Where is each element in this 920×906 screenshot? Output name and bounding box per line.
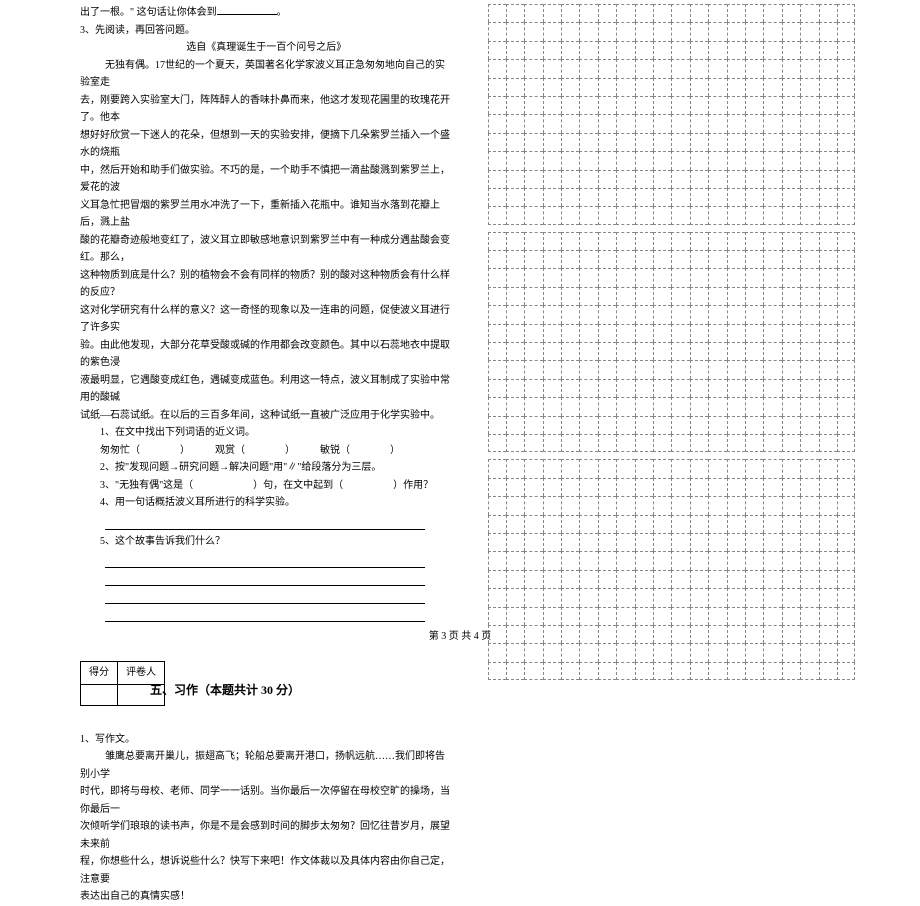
passage-title: 选自《真理诞生于一百个问号之后》	[80, 39, 453, 57]
right-column	[488, 4, 861, 906]
writing-line: 雏鹰总要离开巢儿，振翅高飞；轮船总要离开港口，扬帆远航……我们即将告别小学	[80, 748, 453, 783]
passage-line: 义耳急忙把冒烟的紫罗兰用水冲洗了一下，重新插入花瓶中。谁知当水落到花瓣上后，溅上…	[80, 197, 453, 232]
opening-line: 出了一根。" 这句话让你体会到。	[80, 4, 453, 22]
sub-q2: 2、按"发现问题→研究问题→解决问题"用"∥"给段落分为三层。	[80, 459, 453, 477]
passage-line: 验。由此他发现，大部分花草受酸或碱的作用都会改变颜色。其中以石蕊地衣中提取的紫色…	[80, 337, 453, 372]
section-title: 五、习作（本题共计 30 分）	[150, 680, 300, 701]
answer-line	[105, 553, 425, 568]
writing-q: 1、写作文。	[80, 731, 453, 749]
page-footer: 第 3 页 共 4 页	[0, 627, 920, 642]
sub-q3: 3、"无独有偶"这是（ ）句，在文中起到（ ）作用？	[80, 477, 453, 495]
passage-line: 酸的花瓣奇迹般地变红了，波义耳立即敏感地意识到紫罗兰中有一种成分遇盐酸会变红。那…	[80, 232, 453, 267]
answer-line	[105, 515, 425, 530]
passage-line: 想好好欣赏一下迷人的花朵，但想到一天的实验安排，便摘下几朵紫罗兰插入一个盛水的烧…	[80, 127, 453, 162]
sub-q1-items: 匆匆忙（ ） 观赏（ ） 敏锐（ ）	[80, 442, 453, 460]
answer-line	[105, 589, 425, 604]
q3-prompt: 3、先阅读，再回答问题。	[80, 22, 453, 40]
writing-line: 表达出自己的真情实感！	[80, 888, 453, 906]
passage-line: 去，刚要跨入实验室大门，阵阵醉人的香味扑鼻而来，他这才发现花圃里的玫瑰花开了。他…	[80, 92, 453, 127]
answer-line	[105, 571, 425, 586]
blank-underline	[217, 4, 277, 15]
answer-line	[105, 607, 425, 622]
sub-q1: 1、在文中找出下列词语的近义词。	[80, 424, 453, 442]
passage-line: 液最明显，它遇酸变成红色，遇碱变成蓝色。利用这一特点，波义耳制成了实验中常用的酸…	[80, 372, 453, 407]
sub-q5: 5、这个故事告诉我们什么？	[80, 533, 453, 551]
score-header: 得分	[81, 662, 118, 685]
left-column: 出了一根。" 这句话让你体会到。 3、先阅读，再回答问题。 选自《真理诞生于一百…	[80, 4, 453, 906]
writing-line: 次倾听学们琅琅的读书声，你是不是会感到时间的脚步太匆匆？回忆往昔岁月，展望未来前	[80, 818, 453, 853]
passage-line: 这对化学研究有什么样的意义？这一奇怪的现象以及一连串的问题，促使波义耳进行了许多…	[80, 302, 453, 337]
passage-line: 这种物质到底是什么？别的植物会不会有同样的物质？别的酸对这种物质会有什么样的反应…	[80, 267, 453, 302]
writing-line: 程，你想些什么，想诉说些什么？快写下来吧！作文体裁以及具体内容由你自己定，注意要	[80, 853, 453, 888]
passage-line: 中，然后开始和助手们做实验。不巧的是，一个助手不慎把一滴盐酸溅到紫罗兰上，爱花的…	[80, 162, 453, 197]
passage-line: 试纸—石蕊试纸。在以后的三百多年间，这种试纸一直被广泛应用于化学实验中。	[80, 407, 453, 425]
passage-line: 无独有偶。17世纪的一个夏天，英国著名化学家波义耳正急匆匆地向自己的实验室走	[80, 57, 453, 92]
writing-grid	[488, 4, 858, 680]
writing-line: 时代，即将与母校、老师、同学一一话别。当你最后一次停留在母校空旷的操场，当你最后…	[80, 783, 453, 818]
sub-q4: 4、用一句话概括波义耳所进行的科学实验。	[80, 494, 453, 512]
